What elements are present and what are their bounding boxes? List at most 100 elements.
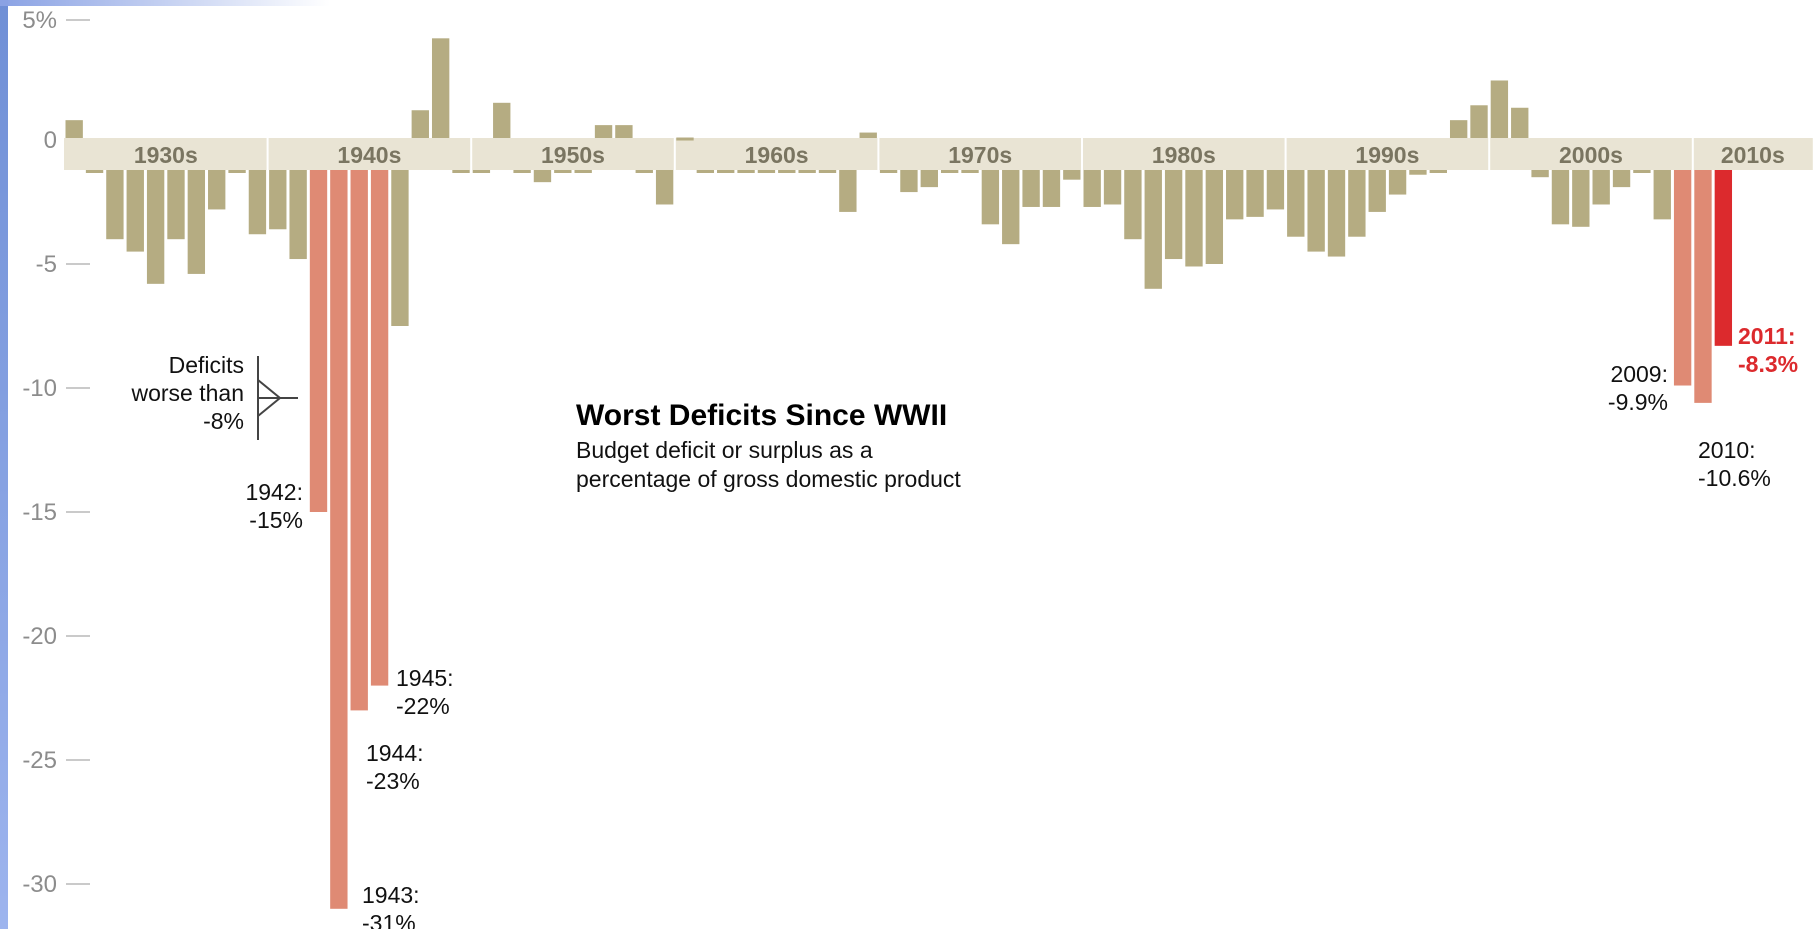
bar-1935 bbox=[167, 170, 185, 240]
bar-2000 bbox=[1490, 80, 1509, 138]
bar-1956 bbox=[594, 125, 613, 138]
bar-1950 bbox=[472, 170, 491, 173]
bar-2002 bbox=[1531, 170, 1549, 178]
bar-1933 bbox=[126, 170, 144, 252]
decade-label-2010s: 2010s bbox=[1721, 142, 1785, 168]
bar-1931 bbox=[85, 170, 104, 173]
bar-1934 bbox=[146, 170, 165, 284]
bar-1955 bbox=[574, 170, 592, 173]
bar-1994 bbox=[1368, 170, 1386, 212]
bar-1984 bbox=[1164, 170, 1183, 260]
bar-1981 bbox=[1103, 170, 1122, 205]
bar-1990 bbox=[1287, 170, 1305, 237]
bar-2008 bbox=[1653, 170, 1671, 220]
bar-1999 bbox=[1470, 105, 1488, 138]
decade-label-1980s: 1980s bbox=[1152, 142, 1216, 168]
decade-band-background bbox=[64, 138, 1813, 170]
bar-2003 bbox=[1551, 170, 1570, 225]
decade-label-1950s: 1950s bbox=[541, 142, 605, 168]
bar-1977 bbox=[1022, 170, 1040, 207]
label-1942-line-2: -15% bbox=[249, 507, 303, 533]
chart-title: Worst Deficits Since WWII bbox=[576, 399, 947, 432]
bar-1973 bbox=[940, 170, 959, 173]
decade-band bbox=[64, 138, 1813, 170]
bar-1979 bbox=[1063, 170, 1081, 180]
decade-label-1930s: 1930s bbox=[134, 142, 198, 168]
y-tick-label: -20 bbox=[22, 623, 57, 650]
bar-1960 bbox=[676, 137, 694, 141]
bar-1993 bbox=[1348, 170, 1366, 237]
bar-1971 bbox=[900, 170, 918, 193]
label-2010-line-2: -10.6% bbox=[1698, 465, 1771, 491]
window-top-edge bbox=[0, 0, 330, 6]
y-tick-label: 0 bbox=[44, 127, 57, 154]
bar-1945 bbox=[370, 170, 389, 686]
bar-1961 bbox=[696, 170, 715, 173]
bar-1957 bbox=[615, 125, 633, 138]
bar-1932 bbox=[106, 170, 124, 240]
label-1945-line-1: 1945: bbox=[396, 665, 454, 691]
bar-1970 bbox=[879, 170, 898, 173]
bar-1989 bbox=[1266, 170, 1285, 210]
bar-2004 bbox=[1572, 170, 1590, 227]
bar-1963 bbox=[737, 170, 755, 173]
bar-1930 bbox=[65, 120, 83, 138]
decade-label-1960s: 1960s bbox=[745, 142, 809, 168]
annotations: Worst Deficits Since WWII Budget deficit… bbox=[130, 323, 1798, 929]
bar-1951 bbox=[493, 102, 511, 138]
decade-label-1940s: 1940s bbox=[337, 142, 401, 168]
label-1943-line-1: 1943: bbox=[362, 882, 420, 908]
bar-2010 bbox=[1694, 170, 1712, 403]
bar-1997 bbox=[1429, 170, 1447, 173]
label-1942-line-1: 1942: bbox=[245, 479, 303, 505]
bar-1959 bbox=[655, 170, 674, 205]
bar-1936 bbox=[187, 170, 206, 274]
bar-1982 bbox=[1124, 170, 1142, 240]
decade-label-1990s: 1990s bbox=[1355, 142, 1419, 168]
bar-1974 bbox=[961, 170, 979, 173]
bar-1968 bbox=[839, 170, 857, 212]
decade-label-1970s: 1970s bbox=[948, 142, 1012, 168]
bar-1944 bbox=[350, 170, 368, 711]
label-2009-line-2: -9.9% bbox=[1608, 389, 1668, 415]
y-tick-label: -10 bbox=[22, 375, 57, 402]
chart-subtitle-line-2: percentage of gross domestic product bbox=[576, 466, 961, 492]
bar-1980 bbox=[1083, 170, 1101, 207]
bar-1978 bbox=[1042, 170, 1061, 207]
bar-1949 bbox=[452, 170, 470, 173]
threshold-note-line-3: -8% bbox=[203, 408, 244, 434]
bar-1964 bbox=[757, 170, 776, 173]
label-2009-line-1: 2009: bbox=[1610, 361, 1668, 387]
bar-1958 bbox=[635, 170, 653, 173]
bar-2007 bbox=[1633, 170, 1651, 173]
bar-1995 bbox=[1388, 170, 1407, 195]
bar-1985 bbox=[1185, 170, 1203, 267]
bar-1991 bbox=[1307, 170, 1325, 252]
label-2011-line-2: -8.3% bbox=[1738, 351, 1798, 377]
bar-1943 bbox=[330, 170, 348, 909]
threshold-bracket bbox=[257, 356, 298, 440]
label-1945-line-2: -22% bbox=[396, 693, 450, 719]
bar-1946 bbox=[391, 170, 409, 326]
bar-1940 bbox=[269, 170, 287, 230]
bar-1939 bbox=[248, 170, 267, 235]
y-tick-label: 5% bbox=[22, 7, 57, 34]
chart-subtitle-line-1: Budget deficit or surplus as a bbox=[576, 437, 873, 463]
bar-1947 bbox=[411, 110, 429, 138]
bar-2006 bbox=[1612, 170, 1631, 188]
bar-2005 bbox=[1592, 170, 1610, 205]
bar-1976 bbox=[1002, 170, 1020, 245]
bar-1986 bbox=[1205, 170, 1224, 264]
threshold-note-line-2: worse than bbox=[130, 380, 244, 406]
bar-1992 bbox=[1327, 170, 1346, 257]
bar-1996 bbox=[1409, 170, 1427, 175]
bar-1941 bbox=[289, 170, 307, 260]
bar-1988 bbox=[1246, 170, 1264, 217]
y-tick-label: -25 bbox=[22, 747, 57, 774]
bar-2009 bbox=[1673, 170, 1692, 386]
bar-1966 bbox=[798, 170, 816, 173]
bar-1954 bbox=[554, 170, 572, 173]
bar-1962 bbox=[717, 170, 735, 173]
